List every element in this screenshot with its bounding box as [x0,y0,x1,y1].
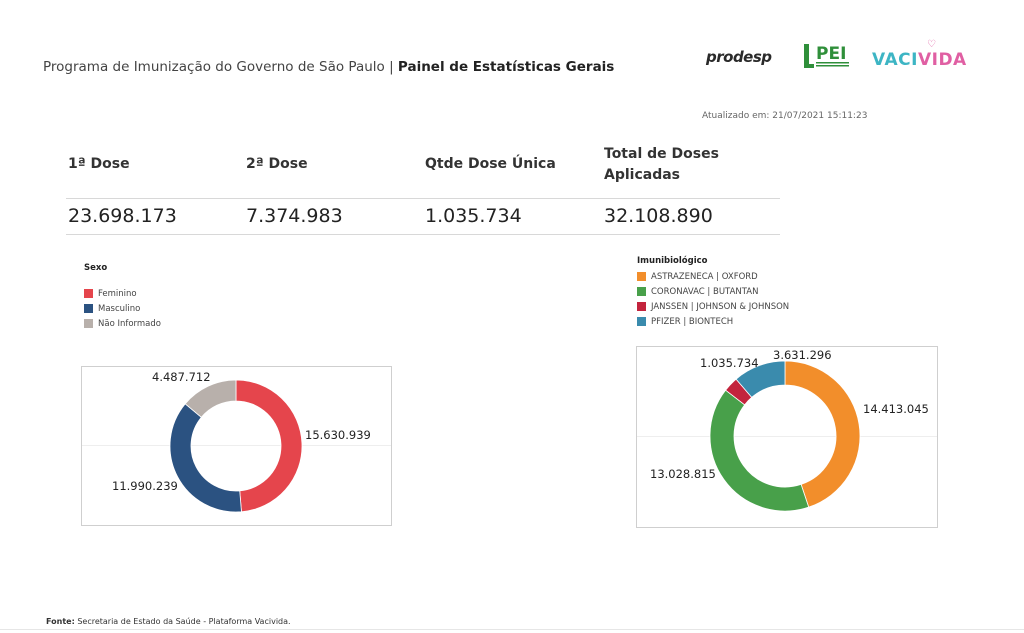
legend-label: CORONAVAC | BUTANTAN [651,286,759,297]
kpi-label-first-dose: 1ª Dose [68,156,130,172]
legend-item-janssen[interactable]: JANSSEN | JOHNSON & JOHNSON [637,299,789,314]
updated-timestamp: Atualizado em: 21/07/2021 15:11:23 [702,111,868,121]
sex-donut-chart [169,379,303,513]
vaccine-slice-pfizer-biontech[interactable] [735,360,786,398]
legend-label: JANSSEN | JOHNSON & JOHNSON [651,301,790,312]
legend-item-coronavac[interactable]: CORONAVAC | BUTANTAN [637,284,789,299]
legend-item-feminino[interactable]: Feminino [84,286,161,301]
vaccine-chart-midline [637,436,937,437]
vaccine-legend: Imunibiológico ASTRAZENECA | OXFORD CORO… [637,256,789,329]
legend-item-nao-informado[interactable]: Não Informado [84,316,161,331]
legend-swatch [84,289,93,298]
sex-slice-masculino[interactable] [169,403,242,513]
kpi-value-second-dose: 7.374.983 [246,205,343,227]
legend-swatch [637,302,646,311]
kpi-value-single-dose: 1.035.734 [425,205,522,227]
kpi-label-second-dose: 2ª Dose [246,156,308,172]
sex-data-label-feminino: 15.630.939 [305,428,371,442]
legend-swatch [637,287,646,296]
vaccine-legend-title: Imunibiológico [637,256,708,266]
kpi-divider [66,198,780,199]
vaccine-donut-chart [709,360,861,512]
prodesp-logo: prodesp [706,48,772,66]
sex-data-label-masculino: 11.990.239 [112,479,178,493]
footer-label: Fonte: [46,617,75,626]
legend-swatch [84,319,93,328]
vacivida-logo-part2: VIDA [917,50,967,70]
vaccine-slice-astrazeneca-oxford[interactable] [784,360,861,508]
legend-item-astrazeneca[interactable]: ASTRAZENECA | OXFORD [637,269,789,284]
heart-icon: ♡ [927,39,936,50]
kpi-label-single-dose: Qtde Dose Única [425,156,556,172]
legend-swatch [84,304,93,313]
vaccine-data-label-astrazeneca: 14.413.045 [863,402,929,416]
sex-data-label-nao-informado: 4.487.712 [152,370,211,384]
footer-source: Fonte: Secretaria de Estado da Saúde - P… [46,617,291,626]
footer-text: Secretaria de Estado da Saúde - Platafor… [74,617,291,626]
page-title-prefix: Programa de Imunização do Governo de São… [43,59,398,75]
sex-slice-n-o-informado[interactable] [184,379,237,418]
legend-label: ASTRAZENECA | OXFORD [651,271,758,282]
legend-item-masculino[interactable]: Masculino [84,301,161,316]
sex-slice-feminino[interactable] [235,379,303,513]
kpi-bottom-divider [66,234,780,235]
kpi-label-total-doses: Total de Doses Aplicadas [604,146,719,183]
sex-chart-midline [82,445,391,446]
pei-logo-text: PEI [816,44,846,64]
sex-legend: Sexo Feminino Masculino Não Informado [84,263,161,331]
page-title-bold: Painel de Estatísticas Gerais [397,59,615,75]
legend-label: PFIZER | BIONTECH [651,316,734,327]
pei-logo: PEI [804,44,849,68]
legend-swatch [637,317,646,326]
vaccine-data-label-janssen: 1.035.734 [700,356,759,370]
vacivida-logo: VACIVIDA [872,50,967,70]
legend-label: Não Informado [98,318,161,329]
page-title: Programa de Imunização do Governo de São… [43,59,614,75]
sex-legend-title: Sexo [84,263,108,273]
footer-divider [0,629,1024,630]
vaccine-data-label-pfizer: 3.631.296 [773,348,832,362]
legend-label: Feminino [98,288,137,299]
kpi-value-total-doses: 32.108.890 [604,205,713,227]
legend-swatch [637,272,646,281]
vaccine-data-label-coronavac: 13.028.815 [650,467,716,481]
legend-item-pfizer[interactable]: PFIZER | BIONTECH [637,314,789,329]
kpi-value-first-dose: 23.698.173 [68,205,177,227]
vacivida-logo-part1: VACI [872,50,918,70]
legend-label: Masculino [98,303,141,314]
vaccine-slice-coronavac-butantan[interactable] [709,389,810,512]
